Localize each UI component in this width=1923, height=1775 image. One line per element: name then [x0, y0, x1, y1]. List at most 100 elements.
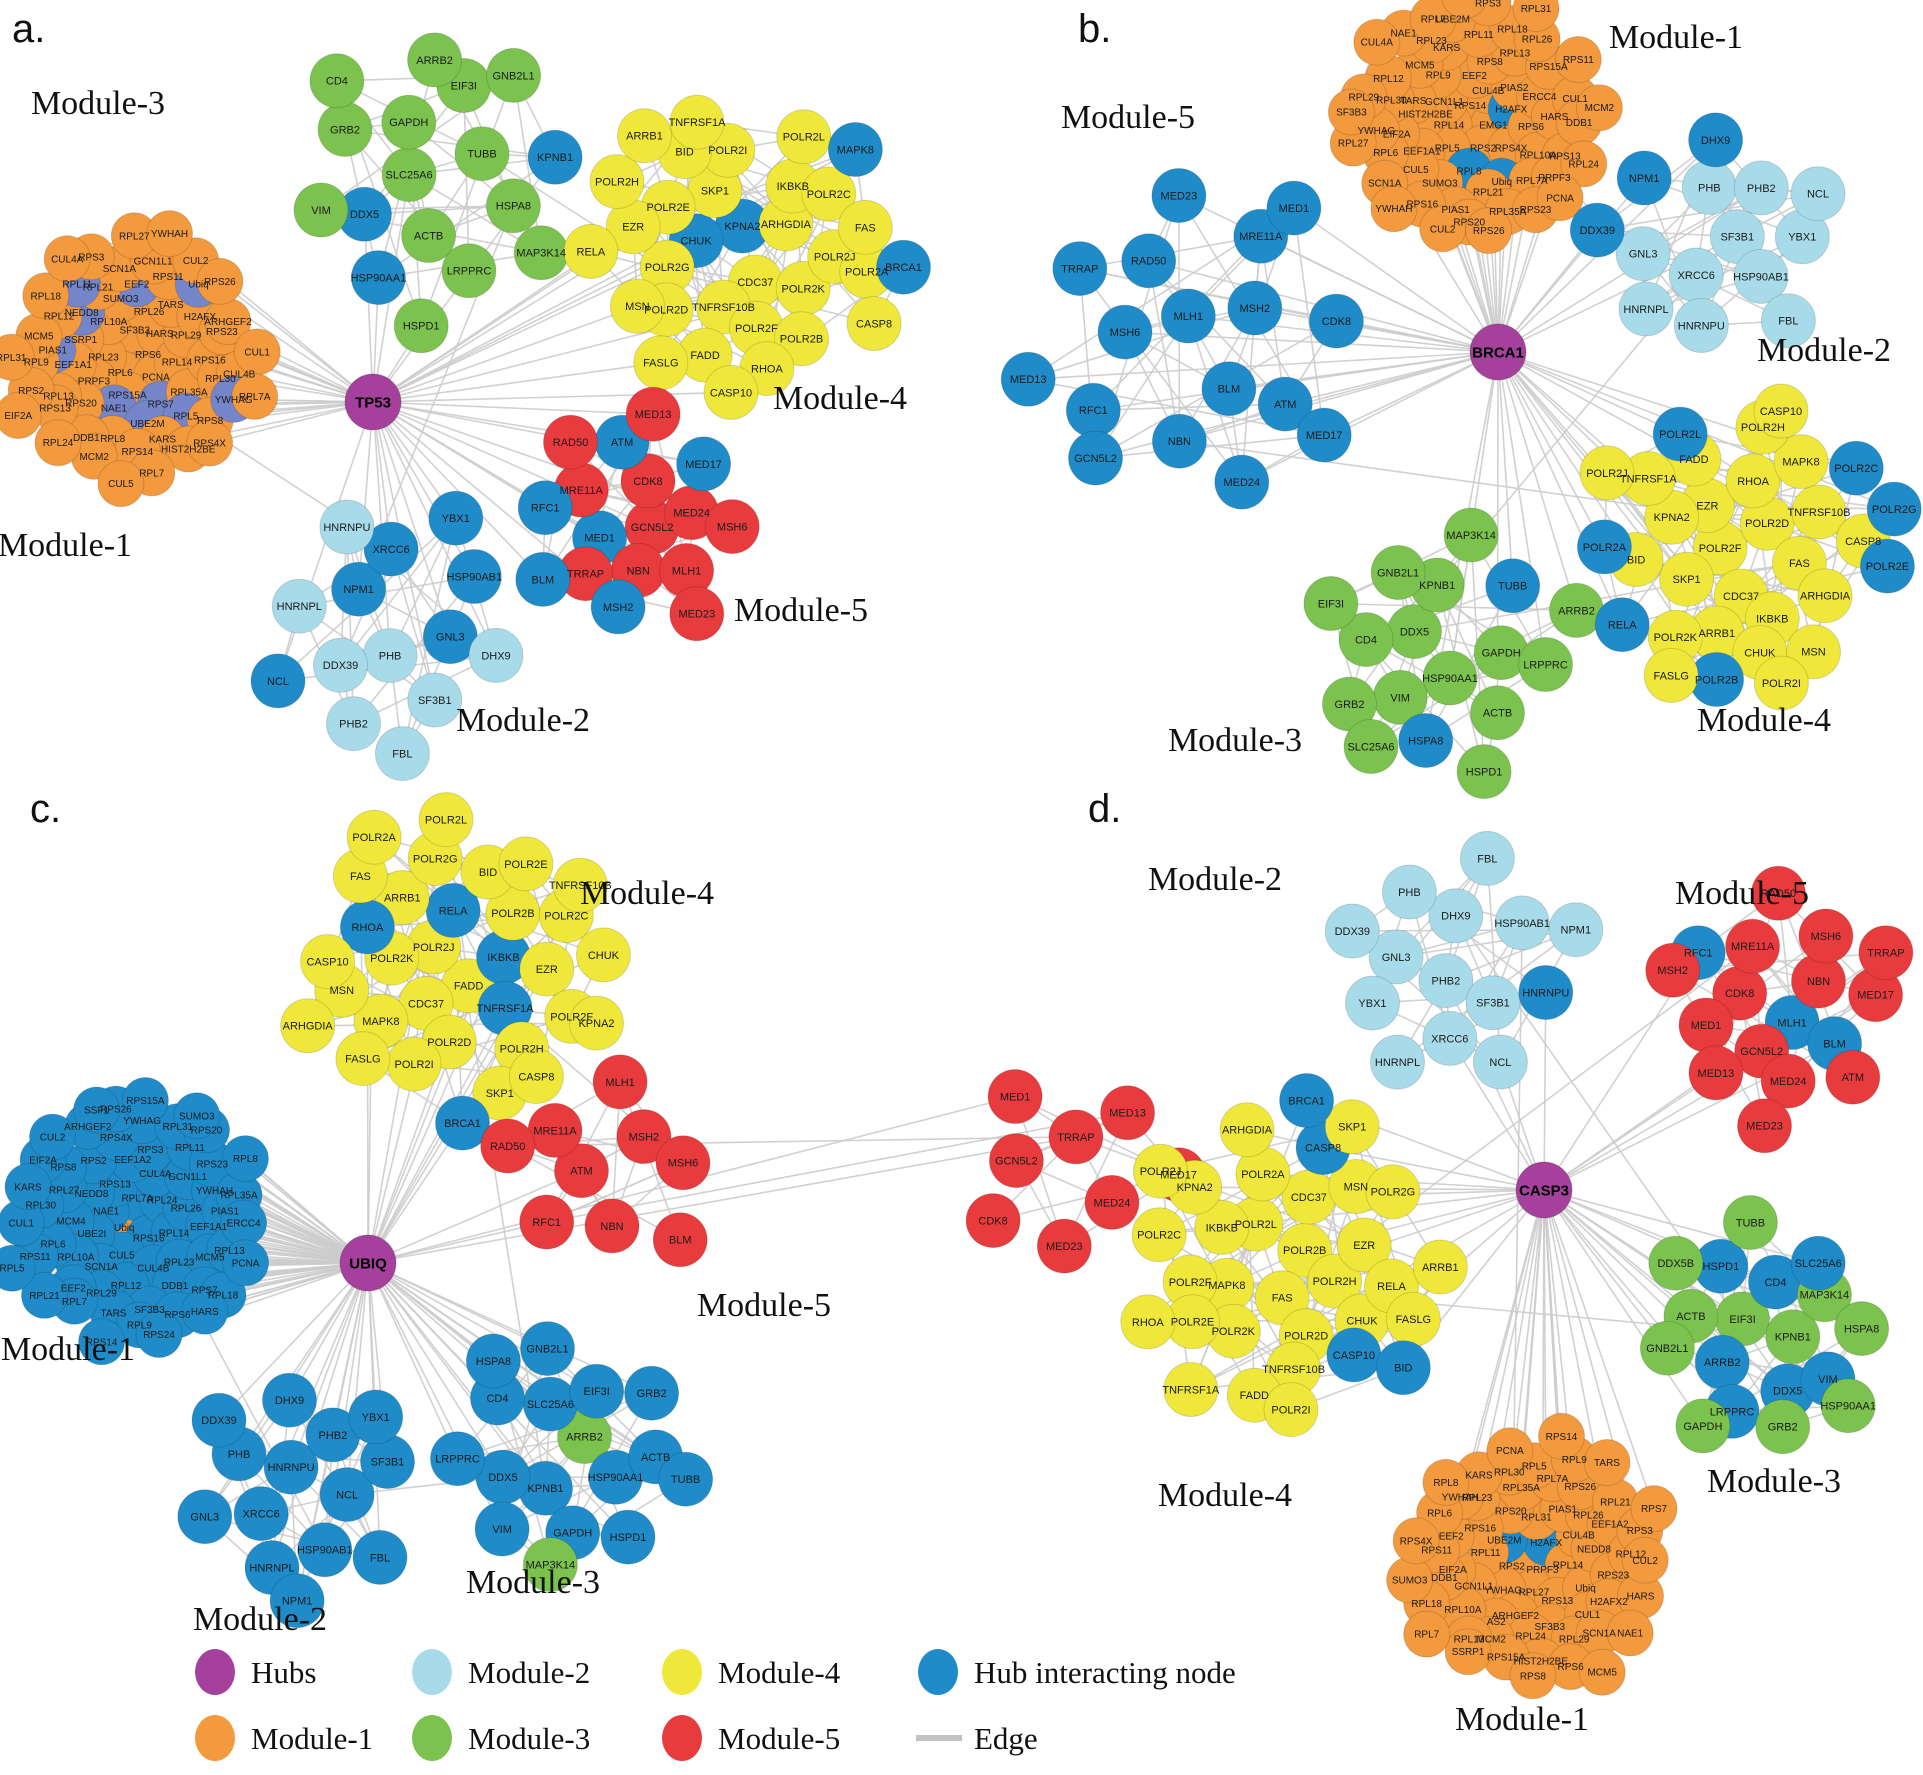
node-TUBB[interactable] [658, 1451, 714, 1507]
node-RHOA[interactable] [1120, 1294, 1176, 1350]
node-RPL8[interactable] [221, 1135, 269, 1183]
node-RPS4X[interactable] [186, 419, 234, 467]
node-GNB2L1[interactable] [520, 1321, 575, 1377]
node-SKP1[interactable] [1659, 551, 1715, 607]
node-LRPPRC[interactable] [441, 243, 497, 299]
node-CASP10[interactable] [1753, 383, 1809, 439]
node-POLR2E[interactable] [1859, 538, 1915, 594]
node-CUL5[interactable] [97, 460, 145, 508]
node-RPS4X[interactable] [1392, 1517, 1440, 1565]
node-NPM1[interactable] [331, 561, 387, 617]
node-RPL5[interactable] [0, 1244, 36, 1292]
node-CD4[interactable] [309, 53, 365, 109]
node-DDX5B[interactable] [1648, 1235, 1704, 1291]
node-MED13[interactable] [625, 386, 681, 442]
node-BLM[interactable] [515, 551, 571, 607]
node-FASLG[interactable] [1643, 647, 1699, 703]
node-TRRAP[interactable] [1858, 925, 1914, 981]
node-BRCA1[interactable] [876, 239, 931, 295]
node-HNRNPU[interactable] [263, 1439, 319, 1495]
node-POLR2I[interactable] [386, 1036, 442, 1092]
node-VIM[interactable] [293, 182, 349, 238]
node-SF3B1[interactable] [407, 672, 463, 728]
node-POLR2C[interactable] [1131, 1207, 1187, 1263]
node-POLR2A[interactable] [346, 809, 402, 865]
node-NAE1[interactable] [1606, 1609, 1654, 1657]
node-YBX1[interactable] [428, 490, 484, 546]
node-HSP90AB1[interactable] [297, 1522, 353, 1578]
node-EZR[interactable] [1336, 1217, 1392, 1273]
node-RPL8[interactable] [1422, 1458, 1470, 1506]
node-RAD50[interactable] [543, 414, 598, 470]
node-TNFRSF1A[interactable] [669, 94, 725, 150]
node-GRB2[interactable] [1755, 1399, 1811, 1455]
node-NPM1[interactable] [1548, 902, 1604, 958]
node-POLR2C[interactable] [1828, 440, 1884, 496]
node-TNFRSF10B[interactable] [1791, 484, 1847, 540]
node-FBL[interactable] [1459, 830, 1515, 886]
node-NPM1[interactable] [269, 1573, 325, 1629]
node-CUL4A[interactable] [43, 235, 91, 283]
node-YBX1[interactable] [1345, 975, 1400, 1031]
node-HARS[interactable] [181, 1287, 229, 1335]
node-GNL3[interactable] [1615, 226, 1671, 282]
node-FBL[interactable] [374, 726, 430, 782]
node-LRPPRC[interactable] [1518, 637, 1573, 692]
node-MED17[interactable] [1296, 407, 1352, 463]
node-TUBB[interactable] [454, 126, 510, 182]
node-BRCA1[interactable] [1279, 1073, 1335, 1128]
node-HSP90AB1[interactable] [446, 549, 502, 604]
node-MSH6[interactable] [1097, 304, 1153, 360]
node-CASP10[interactable] [703, 364, 759, 420]
hub-node-BRCA1[interactable] [1469, 323, 1527, 381]
node-HSPA8[interactable] [485, 178, 541, 234]
node-RPS14[interactable] [78, 1318, 126, 1366]
node-TARS[interactable] [1583, 1439, 1631, 1486]
node-MRE11A[interactable] [1725, 918, 1781, 974]
node-BID[interactable] [1375, 1340, 1431, 1396]
node-RPL21[interactable] [21, 1271, 68, 1319]
node-BLM[interactable] [652, 1212, 708, 1268]
node-ARRB2[interactable] [407, 32, 463, 88]
node-HNRNPL[interactable] [1370, 1034, 1425, 1090]
node-MAPK8[interactable] [827, 122, 883, 177]
node-RPS8[interactable] [1509, 1652, 1557, 1700]
node-CASP8[interactable] [508, 1049, 564, 1105]
node-VIM[interactable] [474, 1501, 530, 1557]
hub-node-CASP3[interactable] [1515, 1161, 1573, 1219]
node-NCL[interactable] [1790, 166, 1846, 222]
node-FASLG[interactable] [1385, 1291, 1441, 1347]
node-SSF1[interactable] [73, 1086, 121, 1134]
node-MED1[interactable] [987, 1069, 1043, 1124]
node-RELA[interactable] [563, 223, 619, 279]
node-ARHGDIA[interactable] [280, 998, 336, 1054]
node-SLC25A6[interactable] [381, 147, 437, 203]
node-RPS26[interactable] [196, 257, 244, 305]
node-FASLG[interactable] [633, 335, 689, 391]
node-HSPA8[interactable] [1834, 1301, 1890, 1357]
node-MED23[interactable] [1036, 1218, 1092, 1274]
node-ATM[interactable] [1825, 1049, 1881, 1105]
node-MSH6[interactable] [1798, 908, 1854, 964]
node-RAD50[interactable] [1121, 233, 1177, 289]
node-XRCC6[interactable] [233, 1486, 289, 1542]
node-HSP90AB1[interactable] [1733, 248, 1789, 304]
node-MED24[interactable] [1214, 454, 1270, 510]
node-SLC25A6[interactable] [1790, 1235, 1846, 1291]
node-RPL7[interactable] [1409, 0, 1457, 43]
node-ARRB1[interactable] [617, 108, 672, 164]
node-MCM2[interactable] [1575, 84, 1623, 132]
node-GCN5L2[interactable] [988, 1133, 1044, 1189]
node-MAPK8[interactable] [1773, 434, 1829, 490]
node-MED23[interactable] [1151, 168, 1207, 223]
node-CUL2[interactable] [1419, 205, 1467, 253]
node-PHB[interactable] [1681, 159, 1737, 215]
node-ACTB[interactable] [1470, 685, 1525, 741]
node-ARRB1[interactable] [1412, 1239, 1468, 1295]
node-HSPA8[interactable] [465, 1333, 521, 1389]
node-SLC25A6[interactable] [522, 1376, 578, 1432]
node-RHOA[interactable] [1725, 453, 1781, 509]
node-SF3B1[interactable] [1465, 975, 1521, 1031]
node-RPS24[interactable] [135, 1311, 183, 1358]
node-CUL2[interactable] [29, 1113, 76, 1161]
